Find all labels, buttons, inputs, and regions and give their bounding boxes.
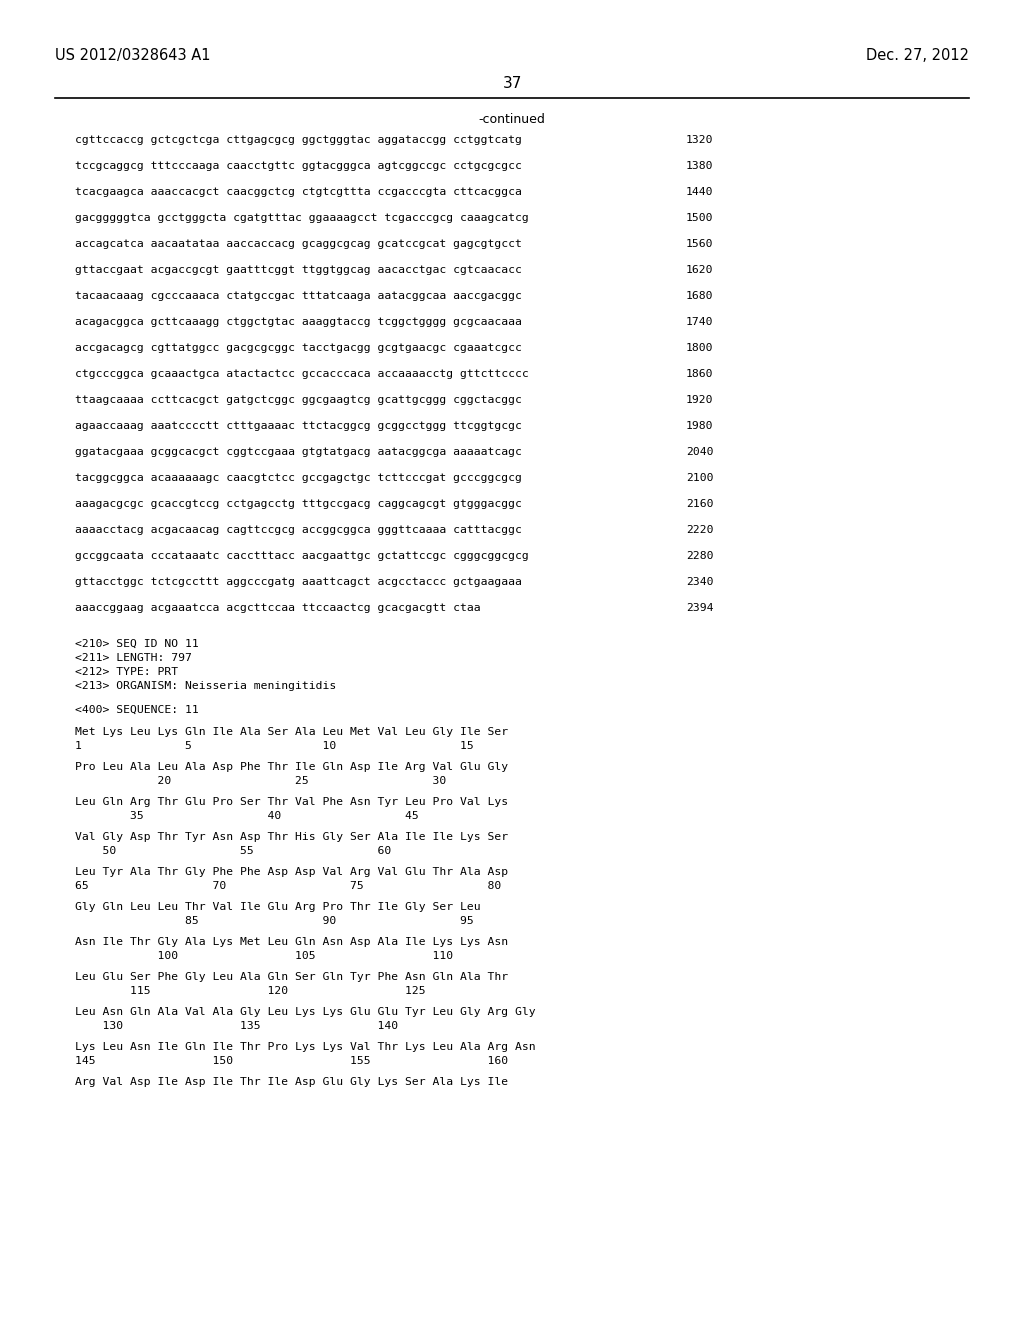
Text: gttacctggc tctcgccttt aggcccgatg aaattcagct acgcctaccc gctgaagaaa: gttacctggc tctcgccttt aggcccgatg aaattca… [75,577,522,587]
Text: 1               5                   10                  15: 1 5 10 15 [75,741,474,751]
Text: 2100: 2100 [686,473,714,483]
Text: cgttccaccg gctcgctcga cttgagcgcg ggctgggtac aggataccgg cctggtcatg: cgttccaccg gctcgctcga cttgagcgcg ggctggg… [75,135,522,145]
Text: Val Gly Asp Thr Tyr Asn Asp Thr His Gly Ser Ala Ile Ile Lys Ser: Val Gly Asp Thr Tyr Asn Asp Thr His Gly … [75,832,508,842]
Text: agaaccaaag aaatcccctt ctttgaaaac ttctacggcg gcggcctggg ttcggtgcgc: agaaccaaag aaatcccctt ctttgaaaac ttctacg… [75,421,522,432]
Text: 1500: 1500 [686,213,714,223]
Text: 2220: 2220 [686,525,714,535]
Text: tacggcggca acaaaaaagc caacgtctcc gccgagctgc tcttcccgat gcccggcgcg: tacggcggca acaaaaaagc caacgtctcc gccgagc… [75,473,522,483]
Text: 1920: 1920 [686,395,714,405]
Text: ttaagcaaaa ccttcacgct gatgctcggc ggcgaagtcg gcattgcggg cggctacggc: ttaagcaaaa ccttcacgct gatgctcggc ggcgaag… [75,395,522,405]
Text: accagcatca aacaatataa aaccaccacg gcaggcgcag gcatccgcat gagcgtgcct: accagcatca aacaatataa aaccaccacg gcaggcg… [75,239,522,249]
Text: aaaccggaag acgaaatcca acgcttccaa ttccaactcg gcacgacgtt ctaa: aaaccggaag acgaaatcca acgcttccaa ttccaac… [75,603,480,612]
Text: Gly Gln Leu Leu Thr Val Ile Glu Arg Pro Thr Ile Gly Ser Leu: Gly Gln Leu Leu Thr Val Ile Glu Arg Pro … [75,902,480,912]
Text: 1440: 1440 [686,187,714,197]
Text: Met Lys Leu Lys Gln Ile Ala Ser Ala Leu Met Val Leu Gly Ile Ser: Met Lys Leu Lys Gln Ile Ala Ser Ala Leu … [75,727,508,737]
Text: US 2012/0328643 A1: US 2012/0328643 A1 [55,48,211,63]
Text: 37: 37 [503,77,521,91]
Text: 1860: 1860 [686,370,714,379]
Text: accgacagcg cgttatggcc gacgcgcggc tacctgacgg gcgtgaacgc cgaaatcgcc: accgacagcg cgttatggcc gacgcgcggc tacctga… [75,343,522,352]
Text: 100                 105                 110: 100 105 110 [75,950,454,961]
Text: 35                  40                  45: 35 40 45 [75,810,419,821]
Text: 50                  55                  60: 50 55 60 [75,846,391,855]
Text: 1620: 1620 [686,265,714,275]
Text: <211> LENGTH: 797: <211> LENGTH: 797 [75,653,191,663]
Text: Dec. 27, 2012: Dec. 27, 2012 [866,48,969,63]
Text: 1980: 1980 [686,421,714,432]
Text: aaagacgcgc gcaccgtccg cctgagcctg tttgccgacg caggcagcgt gtgggacggc: aaagacgcgc gcaccgtccg cctgagcctg tttgccg… [75,499,522,510]
Text: Asn Ile Thr Gly Ala Lys Met Leu Gln Asn Asp Ala Ile Lys Lys Asn: Asn Ile Thr Gly Ala Lys Met Leu Gln Asn … [75,937,508,946]
Text: ggatacgaaa gcggcacgct cggtccgaaa gtgtatgacg aatacggcga aaaaatcagc: ggatacgaaa gcggcacgct cggtccgaaa gtgtatg… [75,447,522,457]
Text: 2340: 2340 [686,577,714,587]
Text: gttaccgaat acgaccgcgt gaatttcggt ttggtggcag aacacctgac cgtcaacacc: gttaccgaat acgaccgcgt gaatttcggt ttggtgg… [75,265,522,275]
Text: acagacggca gcttcaaagg ctggctgtac aaaggtaccg tcggctgggg gcgcaacaaa: acagacggca gcttcaaagg ctggctgtac aaaggta… [75,317,522,327]
Text: Leu Tyr Ala Thr Gly Phe Phe Asp Asp Val Arg Val Glu Thr Ala Asp: Leu Tyr Ala Thr Gly Phe Phe Asp Asp Val … [75,867,508,876]
Text: Leu Glu Ser Phe Gly Leu Ala Gln Ser Gln Tyr Phe Asn Gln Ala Thr: Leu Glu Ser Phe Gly Leu Ala Gln Ser Gln … [75,972,508,982]
Text: 2160: 2160 [686,499,714,510]
Text: <212> TYPE: PRT: <212> TYPE: PRT [75,667,178,677]
Text: <400> SEQUENCE: 11: <400> SEQUENCE: 11 [75,705,199,715]
Text: gacgggggtca gcctgggcta cgatgtttac ggaaaagcct tcgacccgcg caaagcatcg: gacgggggtca gcctgggcta cgatgtttac ggaaaa… [75,213,528,223]
Text: tcacgaagca aaaccacgct caacggctcg ctgtcgttta ccgacccgta cttcacggca: tcacgaagca aaaccacgct caacggctcg ctgtcgt… [75,187,522,197]
Text: 20                  25                  30: 20 25 30 [75,776,446,785]
Text: 1800: 1800 [686,343,714,352]
Text: 65                  70                  75                  80: 65 70 75 80 [75,880,502,891]
Text: -continued: -continued [478,114,546,125]
Text: Leu Gln Arg Thr Glu Pro Ser Thr Val Phe Asn Tyr Leu Pro Val Lys: Leu Gln Arg Thr Glu Pro Ser Thr Val Phe … [75,797,508,807]
Text: 85                  90                  95: 85 90 95 [75,916,474,927]
Text: Pro Leu Ala Leu Ala Asp Phe Thr Ile Gln Asp Ile Arg Val Glu Gly: Pro Leu Ala Leu Ala Asp Phe Thr Ile Gln … [75,762,508,772]
Text: tccgcaggcg tttcccaaga caacctgttc ggtacgggca agtcggccgc cctgcgcgcc: tccgcaggcg tttcccaaga caacctgttc ggtacgg… [75,161,522,172]
Text: Arg Val Asp Ile Asp Ile Thr Ile Asp Glu Gly Lys Ser Ala Lys Ile: Arg Val Asp Ile Asp Ile Thr Ile Asp Glu … [75,1077,508,1086]
Text: Lys Leu Asn Ile Gln Ile Thr Pro Lys Lys Val Thr Lys Leu Ala Arg Asn: Lys Leu Asn Ile Gln Ile Thr Pro Lys Lys … [75,1041,536,1052]
Text: 145                 150                 155                 160: 145 150 155 160 [75,1056,508,1067]
Text: 1320: 1320 [686,135,714,145]
Text: 1680: 1680 [686,290,714,301]
Text: 130                 135                 140: 130 135 140 [75,1020,398,1031]
Text: Leu Asn Gln Ala Val Ala Gly Leu Lys Lys Glu Glu Tyr Leu Gly Arg Gly: Leu Asn Gln Ala Val Ala Gly Leu Lys Lys … [75,1007,536,1016]
Text: 115                 120                 125: 115 120 125 [75,986,426,997]
Text: <210> SEQ ID NO 11: <210> SEQ ID NO 11 [75,639,199,649]
Text: 1380: 1380 [686,161,714,172]
Text: 1560: 1560 [686,239,714,249]
Text: aaaacctacg acgacaacag cagttccgcg accggcggca gggttcaaaa catttacggc: aaaacctacg acgacaacag cagttccgcg accggcg… [75,525,522,535]
Text: gccggcaata cccataaatc cacctttacc aacgaattgc gctattccgc cgggcggcgcg: gccggcaata cccataaatc cacctttacc aacgaat… [75,550,528,561]
Text: <213> ORGANISM: Neisseria meningitidis: <213> ORGANISM: Neisseria meningitidis [75,681,336,690]
Text: tacaacaaag cgcccaaaca ctatgccgac tttatcaaga aatacggcaa aaccgacggc: tacaacaaag cgcccaaaca ctatgccgac tttatca… [75,290,522,301]
Text: ctgcccggca gcaaactgca atactactcc gccacccaca accaaaacctg gttcttcccc: ctgcccggca gcaaactgca atactactcc gccaccc… [75,370,528,379]
Text: 2394: 2394 [686,603,714,612]
Text: 2280: 2280 [686,550,714,561]
Text: 1740: 1740 [686,317,714,327]
Text: 2040: 2040 [686,447,714,457]
